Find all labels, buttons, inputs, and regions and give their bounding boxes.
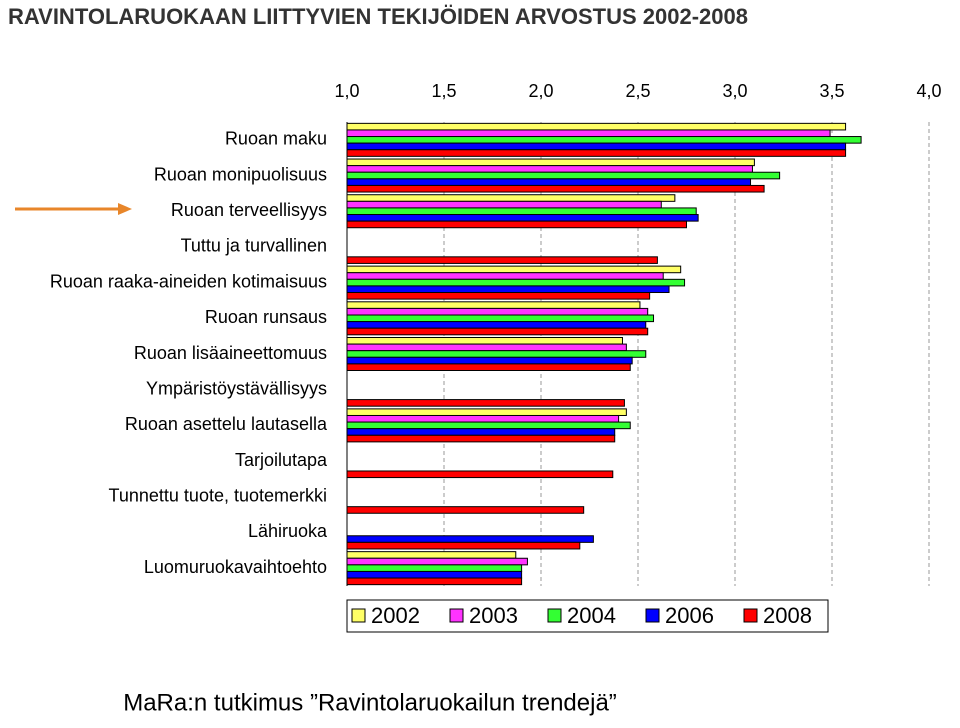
legend-label: 2008 xyxy=(763,603,812,628)
bar xyxy=(346,356,633,365)
y-tick-label: Tunnettu tuote, tuotemerkki xyxy=(109,486,327,506)
bar xyxy=(346,434,616,443)
y-tick-label: Lähiruoka xyxy=(248,521,328,541)
bar xyxy=(346,220,687,229)
bar xyxy=(346,399,625,407)
legend-label: 2003 xyxy=(469,603,518,628)
bar xyxy=(346,272,664,280)
bar xyxy=(346,285,670,294)
bar xyxy=(346,327,649,336)
y-tick-label: Ympäristöystävällisyys xyxy=(146,378,327,398)
y-tick-label: Tuttu ja turvallinen xyxy=(181,236,327,256)
bar xyxy=(346,292,651,300)
x-tick-label: 4,0 xyxy=(916,81,941,101)
legend-swatch xyxy=(645,608,660,623)
bar xyxy=(346,551,517,559)
bar xyxy=(346,178,752,186)
y-tick-label: Ruoan raaka-aineiden kotimaisuus xyxy=(50,271,327,291)
bar xyxy=(346,307,649,316)
y-tick-label: Ruoan terveellisyys xyxy=(171,200,327,220)
bar xyxy=(346,408,627,416)
y-tick-label: Ruoan monipuolisuus xyxy=(154,164,327,184)
legend-swatch xyxy=(547,608,562,623)
bar xyxy=(346,136,862,144)
bar xyxy=(346,278,686,287)
y-tick-label: Ruoan asettelu lautasella xyxy=(125,414,328,434)
bar xyxy=(346,564,523,572)
x-tick-label: 3,0 xyxy=(722,81,747,101)
bar xyxy=(346,321,647,329)
arrow-head xyxy=(118,203,132,215)
bar xyxy=(346,343,627,352)
chart-title: RAVINTOLARUOKAAN LIITTYVIEN TEKIJÖIDEN A… xyxy=(8,4,748,29)
bar xyxy=(346,541,581,550)
y-tick-label: Tarjoilutapa xyxy=(235,450,328,470)
bar xyxy=(346,129,831,138)
y-tick-label: Ruoan maku xyxy=(225,129,327,149)
bar xyxy=(346,122,847,131)
bar xyxy=(346,194,676,202)
bar xyxy=(346,350,647,358)
bar xyxy=(346,428,616,436)
arrow xyxy=(15,203,132,215)
x-tick-label: 3,5 xyxy=(819,81,844,101)
x-tick-label: 1,0 xyxy=(334,81,359,101)
x-tick-label: 2,0 xyxy=(528,81,553,101)
x-tick-label: 2,5 xyxy=(625,81,650,101)
bar xyxy=(346,421,631,430)
bar xyxy=(346,207,697,216)
legend-label: 2002 xyxy=(371,603,420,628)
bar xyxy=(346,363,631,371)
bar xyxy=(346,142,847,151)
bar xyxy=(346,557,528,566)
bar xyxy=(346,337,623,345)
legend-swatch xyxy=(449,608,464,623)
y-tick-label: Ruoan lisäaineettomuus xyxy=(134,343,327,363)
y-tick-label: Luomuruokavaihtoehto xyxy=(144,557,327,577)
bar xyxy=(346,506,585,514)
footer: MaRa:n tutkimus ”Ravintolaruokailun tren… xyxy=(123,689,617,716)
bar xyxy=(346,165,753,173)
legend-swatch xyxy=(351,608,366,623)
legend-label: 2006 xyxy=(665,603,714,628)
bar xyxy=(346,214,699,222)
bar xyxy=(346,158,755,167)
legend-swatch xyxy=(743,608,758,623)
x-tick-label: 1,5 xyxy=(431,81,456,101)
bar xyxy=(346,535,594,543)
y-tick-label: Ruoan runsaus xyxy=(205,307,327,327)
bar xyxy=(346,149,847,157)
bar xyxy=(346,184,765,193)
bar xyxy=(346,470,614,479)
bar xyxy=(346,171,781,180)
bar xyxy=(346,577,523,586)
bar xyxy=(346,301,641,309)
legend-label: 2004 xyxy=(567,603,616,628)
bar xyxy=(346,265,682,274)
bar xyxy=(346,200,662,209)
bar xyxy=(346,314,655,323)
bar xyxy=(346,414,620,423)
bar xyxy=(346,256,658,264)
bar xyxy=(346,570,523,579)
